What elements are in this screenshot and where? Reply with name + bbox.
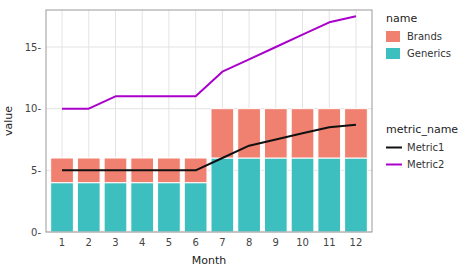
bar: [345, 158, 368, 232]
y-grid-line: [46, 47, 372, 48]
bar: [104, 183, 127, 232]
bar: [211, 109, 234, 158]
x-tick-label: 2: [86, 237, 92, 248]
x-tick-label: 4: [139, 237, 145, 248]
bar: [131, 183, 154, 232]
bar: [345, 109, 368, 158]
bar: [77, 183, 100, 232]
grid: [46, 10, 372, 232]
x-tick-label: 12: [350, 237, 363, 248]
legend-title: name: [386, 12, 417, 25]
legend-swatch: [386, 164, 402, 166]
y-tick-label: 10-: [25, 103, 42, 114]
bar: [264, 158, 287, 232]
x-tick-label: 10: [296, 237, 309, 248]
legend-swatch: [386, 31, 400, 42]
chart: 0-5-10-15-123456789101112MonthvaluenameB…: [0, 0, 474, 273]
plot-frame: [46, 10, 372, 232]
y-axis-label: value: [2, 106, 15, 136]
y-tick-label: 5-: [31, 165, 41, 176]
bar: [51, 183, 74, 232]
bar: [211, 158, 234, 232]
x-axis-label: Month: [192, 254, 227, 267]
bar: [264, 109, 287, 158]
x-tick-label: 8: [246, 237, 252, 248]
x-tick-label: 5: [166, 237, 172, 248]
bar: [291, 158, 314, 232]
y-tick-label: 0-: [31, 227, 41, 238]
legend-title: metric_name: [386, 123, 458, 136]
bar: [238, 109, 261, 158]
legend-label: Metric2: [407, 159, 444, 170]
x-tick-label: 6: [192, 237, 198, 248]
legend-label: Brands: [407, 31, 442, 42]
x-tick-label: 11: [323, 237, 336, 248]
y-tick-label: 15-: [25, 42, 42, 53]
bar: [158, 183, 181, 232]
x-tick-label: 1: [59, 237, 65, 248]
line: [62, 16, 356, 109]
legend-label: Generics: [407, 48, 451, 59]
legend-swatch: [386, 48, 400, 59]
bar: [184, 183, 207, 232]
x-tick-label: 7: [219, 237, 225, 248]
x-tick-label: 3: [112, 237, 118, 248]
data: [51, 16, 368, 232]
bar: [238, 158, 261, 232]
bar: [318, 158, 341, 232]
line: [62, 125, 356, 171]
x-tick-label: 9: [273, 237, 279, 248]
bar: [318, 109, 341, 158]
legend-swatch: [386, 147, 402, 149]
legend-label: Metric1: [407, 142, 444, 153]
